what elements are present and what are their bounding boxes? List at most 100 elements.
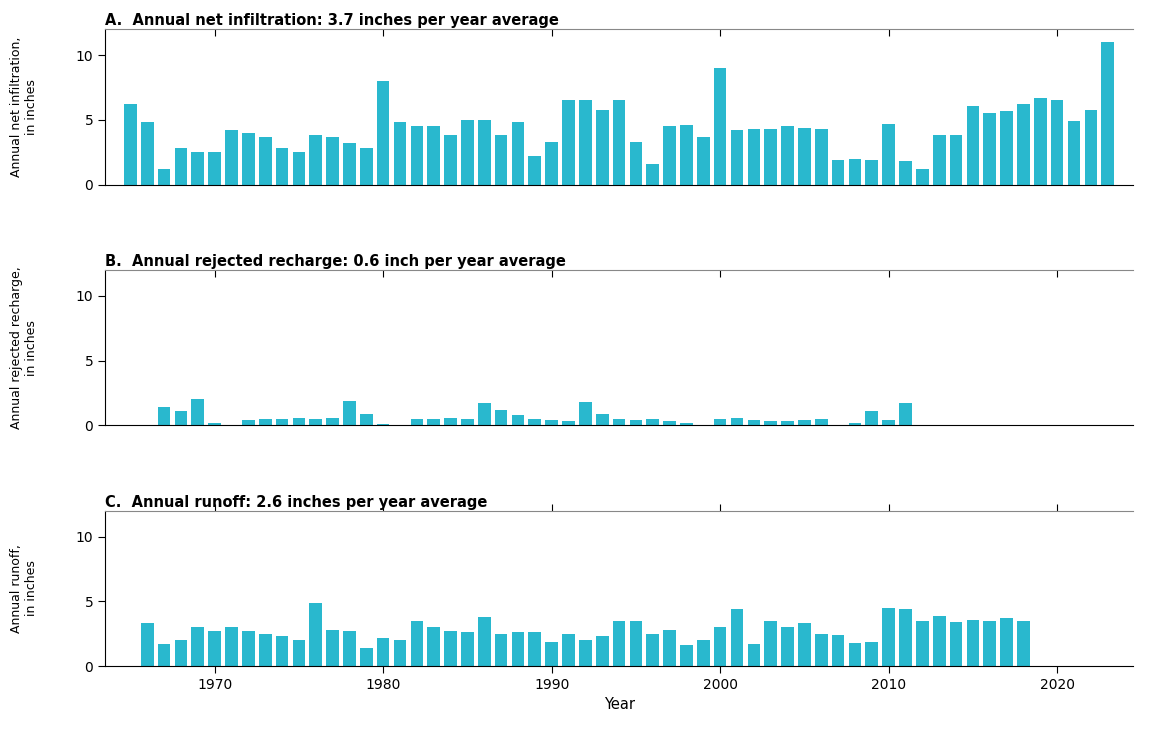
Bar (360, 149, 373, 184)
Bar (630, 142, 642, 184)
Bar (208, 423, 221, 425)
Bar (663, 127, 676, 184)
Bar (899, 403, 912, 425)
Bar (596, 636, 609, 666)
Bar (225, 627, 238, 666)
Bar (461, 419, 474, 425)
Bar (141, 624, 153, 666)
Bar (495, 135, 507, 184)
Y-axis label: Annual runoff,
in inches: Annual runoff, in inches (11, 544, 39, 633)
Bar (343, 401, 356, 425)
Bar (798, 420, 811, 425)
Bar (562, 634, 575, 666)
Bar (495, 634, 507, 666)
Bar (967, 105, 979, 184)
Bar (512, 632, 524, 666)
Bar (461, 632, 474, 666)
Bar (697, 640, 710, 666)
Bar (1000, 111, 1013, 184)
Bar (815, 419, 828, 425)
Bar (158, 644, 171, 666)
Bar (478, 617, 491, 666)
Bar (427, 127, 440, 184)
Bar (242, 420, 255, 425)
Bar (764, 422, 777, 425)
Bar (798, 127, 811, 184)
Bar (276, 419, 288, 425)
Bar (714, 68, 726, 184)
Bar (394, 122, 406, 184)
Bar (950, 135, 962, 184)
Bar (781, 422, 794, 425)
Bar (579, 100, 592, 184)
Bar (461, 120, 474, 184)
Bar (528, 632, 541, 666)
Bar (175, 411, 187, 425)
Bar (394, 640, 406, 666)
Bar (495, 410, 507, 425)
Bar (933, 616, 946, 666)
Bar (208, 631, 221, 666)
Bar (714, 419, 726, 425)
Bar (512, 122, 524, 184)
Bar (1034, 98, 1047, 184)
Bar (596, 414, 609, 425)
Bar (192, 400, 204, 425)
Bar (478, 120, 491, 184)
Bar (748, 420, 760, 425)
Bar (882, 124, 895, 184)
Bar (865, 641, 878, 666)
Bar (444, 135, 457, 184)
Bar (276, 636, 288, 666)
Bar (225, 130, 238, 184)
Bar (899, 609, 912, 666)
Bar (545, 641, 558, 666)
Bar (528, 156, 541, 184)
Bar (579, 402, 592, 425)
Bar (882, 608, 895, 666)
Y-axis label: Annual rejected recharge,
in inches: Annual rejected recharge, in inches (11, 266, 39, 429)
Bar (259, 137, 271, 184)
Bar (849, 423, 861, 425)
Bar (983, 621, 996, 666)
Bar (1051, 100, 1063, 184)
Bar (478, 403, 491, 425)
Bar (764, 129, 777, 184)
Bar (815, 129, 828, 184)
Bar (613, 100, 625, 184)
Y-axis label: Annual net infiltration,
in inches: Annual net infiltration, in inches (11, 37, 39, 177)
Bar (326, 417, 339, 425)
Bar (545, 142, 558, 184)
Bar (579, 640, 592, 666)
Bar (360, 414, 373, 425)
Bar (714, 627, 726, 666)
Bar (410, 419, 423, 425)
Bar (343, 143, 356, 184)
Bar (748, 129, 760, 184)
Bar (343, 631, 356, 666)
Bar (596, 110, 609, 184)
Bar (427, 627, 440, 666)
Bar (865, 411, 878, 425)
Bar (680, 125, 693, 184)
Bar (141, 122, 153, 184)
Bar (950, 622, 962, 666)
Text: B.  Annual rejected recharge: 0.6 inch per year average: B. Annual rejected recharge: 0.6 inch pe… (105, 254, 566, 269)
Bar (764, 621, 777, 666)
Bar (410, 127, 423, 184)
Bar (1017, 621, 1030, 666)
Bar (545, 420, 558, 425)
Bar (377, 638, 389, 666)
Bar (933, 135, 946, 184)
Bar (242, 631, 255, 666)
Bar (663, 630, 676, 666)
Bar (798, 624, 811, 666)
Bar (731, 609, 743, 666)
Bar (680, 646, 693, 666)
Bar (663, 422, 676, 425)
Bar (292, 417, 305, 425)
Bar (832, 635, 844, 666)
Bar (916, 621, 929, 666)
Bar (208, 152, 221, 184)
Bar (646, 419, 659, 425)
